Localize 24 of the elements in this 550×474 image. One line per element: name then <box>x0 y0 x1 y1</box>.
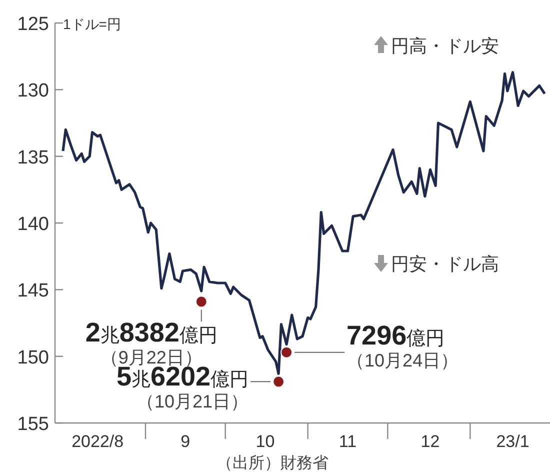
annotation: 7296億円 <box>346 320 445 350</box>
x-tick-label: 9 <box>180 432 190 451</box>
x-tick-label: 12 <box>420 432 440 451</box>
y-tick-label: 140 <box>17 214 49 235</box>
y-tick-label: 150 <box>17 347 49 368</box>
point <box>272 376 285 388</box>
annotation: 円高・ドル安 <box>391 36 499 56</box>
point <box>195 296 208 308</box>
x-tick-label: 23/1 <box>496 432 530 451</box>
y-tick-label: 155 <box>17 414 49 435</box>
annotation: （10月21日） <box>136 392 249 412</box>
point <box>280 346 293 358</box>
annotation: 2兆8382億円 <box>85 318 218 348</box>
y-tick-label: 145 <box>17 280 49 302</box>
y-tick-label: 130 <box>17 80 49 102</box>
x-tick-label: 2022/8 <box>72 432 124 451</box>
x-tick-label: 10 <box>256 432 275 451</box>
annotation: 円安・ドル高 <box>391 254 499 274</box>
text: （出所）財務省 <box>216 454 328 472</box>
y-tick-label: 135 <box>17 147 49 168</box>
annotation: （10月24日） <box>346 350 459 370</box>
y-axis-title: 1ドル=円 <box>63 16 121 32</box>
y-tick-label: 125 <box>17 14 49 35</box>
x-tick-label: 11 <box>338 432 357 451</box>
